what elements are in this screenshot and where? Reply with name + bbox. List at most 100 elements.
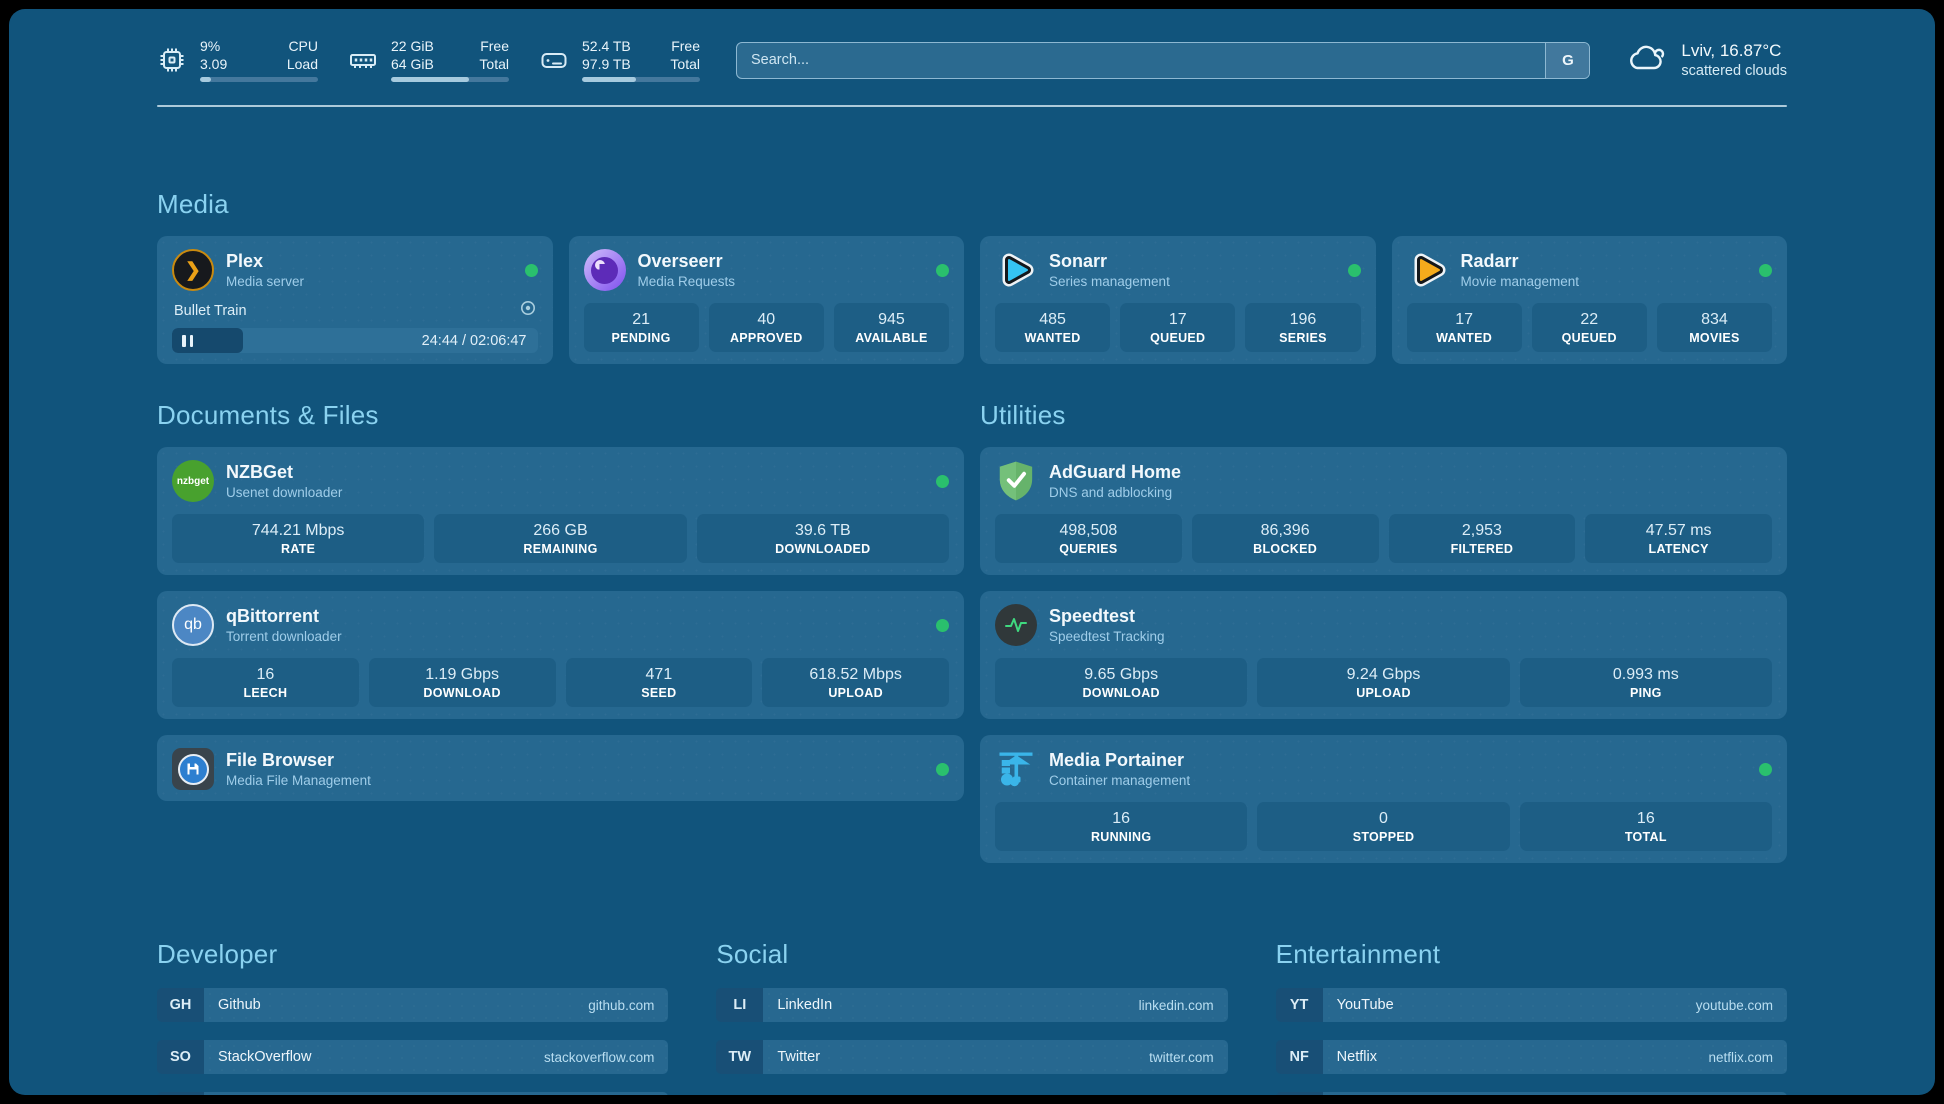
cpu-icon: [157, 45, 187, 75]
system-stats: 9% 3.09 CPU Load: [157, 38, 700, 82]
stat-box: 22 QUEUED: [1531, 303, 1647, 352]
stat-box: 834 MOVIES: [1656, 303, 1773, 352]
documents-section-title: Documents & Files: [157, 400, 379, 430]
speedtest-card[interactable]: Speedtest Speedtest Tracking 9.65 Gbps D…: [980, 591, 1787, 719]
stat-box: 2,953 FILTERED: [1388, 514, 1576, 563]
link-reddit[interactable]: RE Reddit reddit.com: [1275, 1092, 1787, 1095]
playback-progress-bar[interactable]: 24:44 / 02:06:47: [172, 328, 538, 353]
memory-progress-bar: [391, 77, 509, 82]
link-linkedin[interactable]: LI LinkedIn linkedin.com: [716, 988, 1228, 1022]
stat-box: 17 WANTED: [1406, 303, 1522, 352]
stat-box: 618.52 Mbps UPLOAD: [762, 658, 949, 707]
app-desc: Movie management: [1460, 274, 1580, 289]
stat-box: 21 PENDING: [583, 303, 699, 352]
social-section-title: Social: [716, 939, 789, 969]
weather-widget: Lviv, 16.87°C scattered clouds: [1626, 40, 1787, 81]
app-name: Radarr: [1460, 251, 1519, 271]
app-desc: Series management: [1049, 274, 1170, 289]
status-dot: [936, 618, 949, 632]
portainer-card[interactable]: Media Portainer Container management 16 …: [980, 735, 1787, 863]
memory-label-total: Total: [479, 56, 509, 72]
app-name: Sonarr: [1049, 251, 1108, 271]
documents-column: Documents & Files nzbget NZBGet Usenet d…: [157, 400, 964, 879]
link-tag: LI: [716, 988, 764, 1022]
app-desc: Torrent downloader: [226, 629, 342, 644]
pause-icon[interactable]: [182, 334, 193, 347]
status-dot: [936, 474, 949, 488]
link-netflix[interactable]: NF Netflix netflix.com: [1275, 1040, 1787, 1074]
adguard-card[interactable]: AdGuard Home DNS and adblocking 498,508 …: [980, 447, 1787, 575]
link-stackoverflow[interactable]: SO StackOverflow stackoverflow.com: [157, 1040, 669, 1074]
overseerr-card[interactable]: Overseerr Media Requests 21 PENDING 40 A…: [568, 236, 964, 364]
cpu-percent: 9%: [200, 38, 221, 54]
overseerr-icon: [583, 249, 626, 291]
qbittorrent-icon: qb: [172, 604, 214, 646]
entertainment-section-title: Entertainment: [1275, 939, 1441, 969]
link-github[interactable]: GH Github github.com: [157, 988, 669, 1022]
link-url: stackoverflow.com: [544, 1049, 655, 1065]
nzbget-card[interactable]: nzbget NZBGet Usenet downloader 744.21 M…: [157, 447, 964, 575]
stat-box: 744.21 Mbps RATE: [172, 514, 425, 563]
stat-box: 47.57 ms LATENCY: [1585, 514, 1772, 563]
qbittorrent-card[interactable]: qb qBittorrent Torrent downloader 16 LEE…: [157, 591, 964, 719]
cpu-progress-bar: [200, 77, 318, 82]
app-name: File Browser: [226, 750, 335, 770]
weather-location: Lviv, 16.87°C: [1681, 41, 1782, 60]
app-desc: DNS and adblocking: [1049, 485, 1173, 500]
disk-label-free: Free: [671, 38, 700, 54]
radarr-card[interactable]: Radarr Movie management 17 WANTED 22 QUE…: [1391, 236, 1787, 364]
cloud-icon: [1626, 40, 1668, 81]
cpu-load: 3.09: [200, 56, 228, 72]
link-url: linkedin.com: [1138, 997, 1214, 1013]
disk-progress-bar: [582, 77, 700, 82]
speedtest-icon: [995, 604, 1037, 646]
memory-label-free: Free: [480, 38, 509, 54]
search-bar: G: [736, 41, 1591, 79]
stat-box: 17 QUEUED: [1120, 303, 1236, 352]
developer-links: Developer GH Github github.com SO StackO…: [157, 939, 669, 1095]
link-youtube[interactable]: YT YouTube youtube.com: [1275, 988, 1787, 1022]
link-name: Netflix: [1336, 1049, 1377, 1065]
app-desc: Media Requests: [637, 274, 736, 289]
sonarr-card[interactable]: Sonarr Series management 485 WANTED 17 Q…: [980, 236, 1376, 364]
app-name: NZBGet: [226, 462, 293, 482]
link-tag: GH: [157, 988, 204, 1022]
developer-section-title: Developer: [157, 939, 278, 969]
link-url: netflix.com: [1708, 1049, 1773, 1065]
disk-free: 52.4 TB: [582, 38, 631, 54]
now-playing-title: Bullet Train: [174, 302, 247, 319]
stat-box: 86,396 BLOCKED: [1191, 514, 1379, 563]
status-dot: [936, 762, 949, 776]
filebrowser-card[interactable]: File Browser Media File Management: [157, 735, 964, 801]
link-tag: TW: [716, 1040, 764, 1074]
nzbget-icon: nzbget: [172, 460, 214, 502]
plex-card[interactable]: ❯ Plex Media server Bullet Train: [157, 236, 553, 364]
stat-box: 945 AVAILABLE: [833, 303, 950, 352]
disk-total: 97.9 TB: [582, 56, 631, 72]
stat-box: 471 SEED: [565, 658, 753, 707]
search-input[interactable]: [737, 42, 1546, 78]
link-twitter[interactable]: TW Twitter twitter.com: [716, 1040, 1228, 1074]
session-icon[interactable]: [520, 300, 536, 321]
memory-free: 22 GiB: [391, 38, 434, 54]
memory-total: 64 GiB: [391, 56, 434, 72]
link-url: github.com: [588, 997, 655, 1013]
app-name: AdGuard Home: [1049, 462, 1182, 482]
social-links: Social LI LinkedIn linkedin.com TW Twitt…: [716, 939, 1228, 1095]
app-desc: Media File Management: [226, 773, 371, 788]
filebrowser-icon: [172, 748, 214, 790]
disk-icon: [539, 45, 569, 75]
app-name: Speedtest: [1049, 606, 1136, 626]
search-engine-button[interactable]: G: [1545, 42, 1590, 78]
app-name: qBittorrent: [226, 606, 319, 626]
status-dot: [1347, 263, 1361, 277]
utilities-section-title: Utilities: [980, 400, 1066, 430]
stat-box: 16 LEECH: [172, 658, 359, 707]
link-dev[interactable]: DT DEV dev.to: [157, 1092, 669, 1095]
stat-box: 39.6 TB DOWNLOADED: [696, 514, 949, 563]
stat-box: 498,508 QUERIES: [995, 514, 1182, 563]
adguard-icon: [995, 460, 1037, 502]
status-dot: [1759, 762, 1772, 776]
stat-box: 9.65 Gbps DOWNLOAD: [995, 658, 1248, 707]
link-name: LinkedIn: [777, 997, 833, 1013]
